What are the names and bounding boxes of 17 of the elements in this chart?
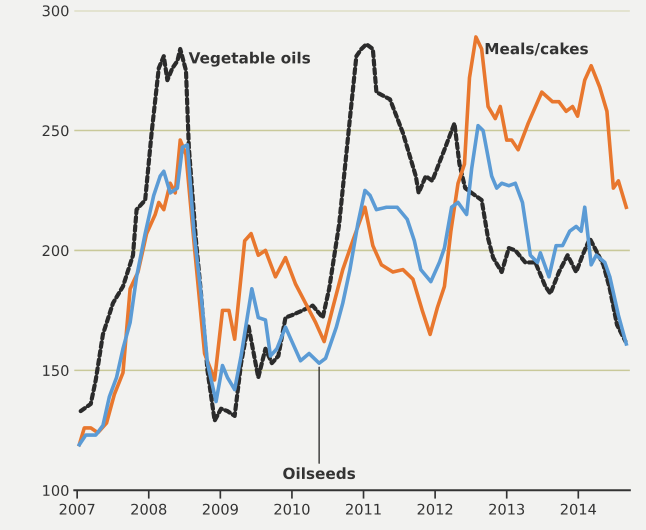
y-tick-label: 150	[43, 365, 68, 376]
x-tick-label: 2013	[489, 504, 524, 515]
x-tick-label: 2007	[60, 504, 94, 515]
x-tick-label: 2012	[418, 504, 452, 515]
series-label: Meals/cakes	[486, 42, 588, 56]
y-tick-label: 300	[42, 5, 68, 16]
text: Oilseeds	[283, 467, 356, 480]
series-label: Vegetable oils	[188, 52, 310, 67]
x-tick-label: 2009	[202, 504, 238, 515]
y-tick-label: 200	[42, 245, 68, 256]
x-tick-label: 2011	[346, 504, 381, 515]
x-tick-label: 2010	[274, 504, 310, 515]
x-tick-label: 2008	[131, 504, 166, 515]
x-tick-label: 2014	[560, 504, 596, 515]
line-series	[77, 124, 628, 446]
y-tick-label: 100	[43, 484, 68, 496]
y-tick-label: 250	[42, 125, 68, 136]
